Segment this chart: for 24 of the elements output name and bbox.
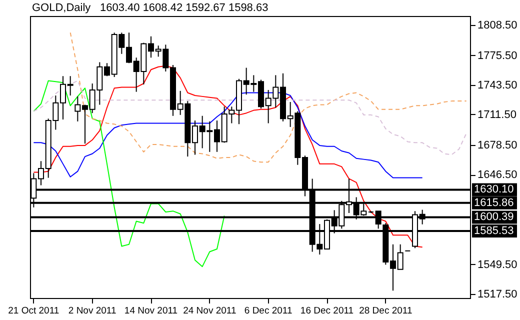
ref-line-label: 1630.10: [474, 184, 514, 196]
ref-line-label: 1600.39: [474, 211, 514, 224]
line-series: [33, 80, 467, 156]
x-tick-label: 28 Dec 2011: [359, 306, 412, 316]
ref-line-label: 1585.53: [474, 224, 514, 237]
y-tick-label: 1678.50: [478, 139, 518, 152]
y-tick-label: 1743.50: [478, 79, 518, 92]
x-tick-label: 2 Nov 2011: [68, 306, 116, 316]
y-tick-label: 1775.50: [478, 50, 518, 62]
y-tick-label: 1517.50: [478, 288, 518, 300]
y-tick-label: 1646.50: [478, 169, 518, 182]
line-series: [70, 32, 467, 163]
ref-line-label: 1615.86: [474, 196, 514, 209]
x-tick-label: 21 Oct 2011: [8, 306, 60, 316]
x-tick-label: 6 Dec 2011: [244, 306, 292, 316]
chart-title: GOLD,Daily: [32, 2, 92, 14]
y-tick-label: 1808.50: [478, 19, 518, 32]
y-tick-label: 1711.50: [478, 108, 516, 121]
x-tick-label: 24 Nov 2011: [183, 306, 236, 316]
x-tick-label: 16 Dec 2011: [300, 306, 354, 316]
x-tick-label: 14 Nov 2011: [124, 306, 178, 316]
chart-subtitle: 1603.40 1608.42 1592.67 1598.63: [100, 2, 268, 14]
y-tick-label: 1549.50: [478, 258, 518, 271]
line-series: [33, 80, 225, 268]
